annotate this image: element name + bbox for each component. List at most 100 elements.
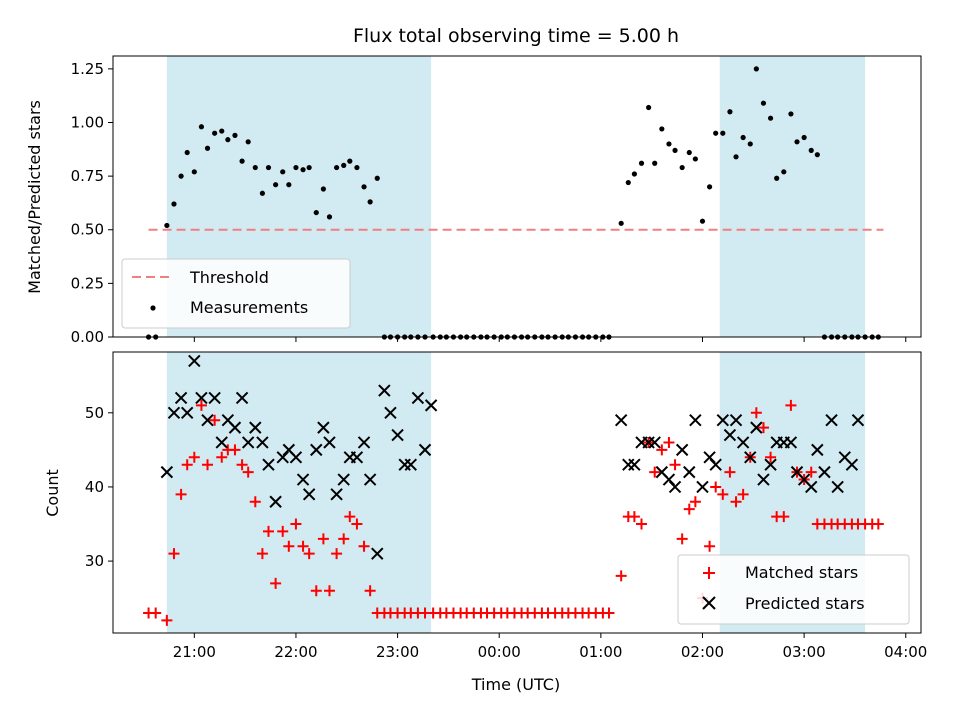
measurement-point <box>699 218 706 224</box>
top-y-axis: 0.00 0.25 0.50 0.75 1.00 1.25 <box>71 60 113 346</box>
matched-star-marker <box>358 540 370 552</box>
top-x-axis-ticks <box>193 337 907 342</box>
matched-star-marker <box>649 466 661 478</box>
predicted-star-marker <box>784 436 798 449</box>
predicted-star-marker <box>696 480 709 494</box>
matched-star-marker <box>283 540 295 552</box>
measurement-point <box>367 199 373 205</box>
predicted-star-marker <box>256 436 269 449</box>
matched-star-marker <box>202 459 214 471</box>
measurement-point <box>252 164 258 171</box>
matched-star-marker <box>216 451 228 463</box>
predicted-star-markers <box>160 354 865 560</box>
predicted-star-marker <box>723 428 737 442</box>
matched-star-marker <box>310 585 322 597</box>
bottom-panel: 30 40 50 21:00 22:00 23:00 00:00 01:00 02:00 03:… <box>43 351 927 694</box>
bottom-legend-box <box>677 554 910 625</box>
bottom-x-axis: 21:00 22:00 23:00 00:00 01:00 02:00 03:00 04:00 <box>173 633 927 661</box>
predicted-star-marker <box>201 414 214 427</box>
measurement-points <box>145 66 881 340</box>
matched-star-marker <box>737 488 749 500</box>
predicted-star-marker <box>350 451 364 464</box>
matched-star-marker <box>724 466 736 478</box>
matched-star-marker <box>636 518 648 530</box>
matched-star-marker <box>229 444 241 456</box>
measurement-point <box>164 222 170 229</box>
top-y-tick-label: 0.25 <box>71 274 104 292</box>
matched-star-marker <box>209 414 221 426</box>
measurement-point <box>638 160 645 166</box>
matched-star-marker <box>615 570 627 582</box>
x-tick-label: 22:00 <box>274 643 317 661</box>
measurement-point <box>374 175 380 181</box>
bottom-y-axis: 30 40 50 <box>85 404 113 570</box>
matched-star-marker <box>236 459 248 471</box>
predicted-star-marker <box>384 406 397 420</box>
predicted-star-marker <box>235 391 249 405</box>
matched-star-marker <box>351 518 363 530</box>
measurement-point <box>720 130 726 136</box>
measurement-point <box>239 158 245 164</box>
predicted-star-marker <box>310 443 323 457</box>
predicted-star-marker <box>317 421 330 434</box>
predicted-star-marker <box>709 458 722 471</box>
measurement-point <box>265 164 272 171</box>
predicted-star-marker <box>215 436 228 449</box>
measurement-point <box>326 214 333 220</box>
bottom-y-tick-label: 30 <box>85 552 104 570</box>
legend-predicted-label: Predicted stars <box>745 594 865 613</box>
measurement-point <box>300 167 306 173</box>
measurement-point <box>666 141 672 147</box>
predicted-star-marker <box>750 421 763 434</box>
predicted-star-marker <box>614 414 628 427</box>
measurement-point <box>740 134 746 141</box>
measurement-point <box>652 160 658 166</box>
measurement-point <box>713 130 719 136</box>
matched-star-marker <box>805 466 817 478</box>
matched-star-marker <box>778 511 790 523</box>
predicted-star-marker <box>825 414 838 427</box>
predicted-star-marker <box>371 547 384 560</box>
matched-star-marker <box>168 548 180 560</box>
bottom-y-tick-label: 40 <box>85 478 104 496</box>
chart-title: Flux total observing time = 5.00 h <box>353 25 679 47</box>
measurement-point <box>313 209 319 216</box>
measurement-point <box>320 186 326 192</box>
measurement-point <box>767 115 774 121</box>
bottom-legend: Matched stars Predicted stars <box>677 554 910 625</box>
measurement-point <box>672 147 678 153</box>
measurement-point <box>354 164 360 171</box>
matched-star-marker <box>195 399 207 411</box>
predicted-star-marker <box>683 465 696 479</box>
predicted-star-marker <box>269 495 282 508</box>
predicted-star-marker <box>180 406 194 420</box>
bottom-axes-frame <box>112 351 922 634</box>
matched-star-marker <box>669 459 681 471</box>
predicted-star-marker <box>424 399 438 412</box>
measurement-point <box>679 164 685 171</box>
observing-window-top-1 <box>719 56 866 337</box>
measurement-point <box>753 66 759 72</box>
matched-star-marker <box>717 488 729 500</box>
predicted-star-marker <box>262 458 275 471</box>
predicted-star-marker <box>249 421 262 434</box>
top-y-axis-label: Matched/Predicted stars <box>25 100 44 294</box>
x-tick-label: 21:00 <box>173 643 216 661</box>
matched-star-marker <box>303 548 315 560</box>
predicted-star-marker <box>818 465 831 479</box>
measurement-point <box>781 169 787 175</box>
x-tick-label: 04:00 <box>884 643 927 661</box>
predicted-star-marker <box>241 436 255 449</box>
predicted-star-marker <box>675 443 689 457</box>
predicted-star-marker <box>391 428 404 442</box>
measurement-point <box>245 139 251 145</box>
top-axes-frame <box>112 55 922 338</box>
predicted-star-marker <box>757 473 770 486</box>
top-y-tick-label: 0.50 <box>71 221 104 239</box>
matched-star-marker <box>663 436 675 448</box>
measurement-point <box>341 162 347 168</box>
predicted-star-marker <box>167 406 181 420</box>
matched-star-marker <box>364 585 376 597</box>
measurement-point <box>198 124 205 130</box>
measurement-point <box>232 132 238 138</box>
